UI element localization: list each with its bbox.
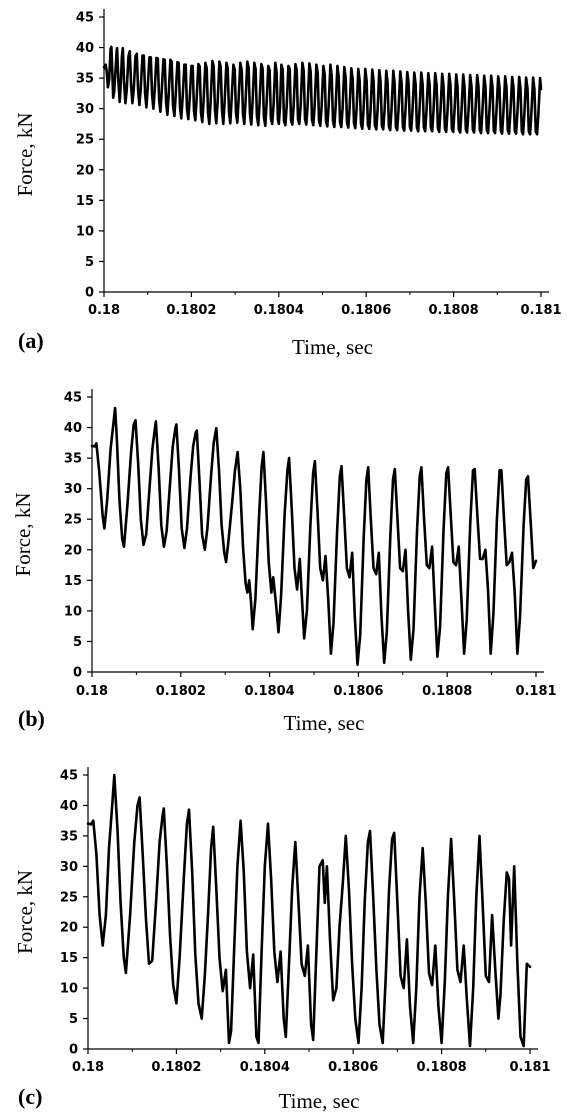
series-line-0 xyxy=(102,45,543,136)
panel-label: (a) xyxy=(18,328,44,353)
x-axis-title: Time, sec xyxy=(284,711,365,735)
y-tick-label: 15 xyxy=(60,951,78,966)
y-tick-label: 20 xyxy=(64,543,82,558)
x-tick-label: 0.1804 xyxy=(245,684,295,699)
series-line-0 xyxy=(86,773,532,1048)
x-tick-label: 0.18 xyxy=(88,303,120,318)
y-tick-label: 45 xyxy=(64,391,82,406)
x-tick-label: 0.1806 xyxy=(341,303,391,318)
y-tick-label: 35 xyxy=(76,72,94,87)
panel-label: (c) xyxy=(18,1084,42,1109)
x-tick-label: 0.1806 xyxy=(333,684,383,699)
x-tick-label: 0.1802 xyxy=(156,684,206,699)
y-tick-label: 45 xyxy=(60,769,78,784)
chart-panel-c: 0 5 10 15 20 25 30 35 40 45 0.18 0.1802 0.1804 0.1806… xyxy=(13,767,551,1113)
y-tick-label: 35 xyxy=(60,829,78,844)
x-tick-label: 0.181 xyxy=(509,1060,550,1075)
y-tick-label: 0 xyxy=(69,1043,78,1058)
y-tick-label: 30 xyxy=(76,102,94,117)
y-tick-label: 40 xyxy=(64,421,82,436)
y-tick-label: 5 xyxy=(85,255,94,270)
x-tick-label: 0.181 xyxy=(515,684,556,699)
y-tick-label: 35 xyxy=(64,452,82,467)
chart-panel-a: 0 5 10 15 20 25 30 35 40 45 0.18 0.1802 0.1804 0.1806… xyxy=(13,9,562,359)
y-tick-label: 10 xyxy=(76,224,94,239)
y-tick-label: 15 xyxy=(64,574,82,589)
x-tick-label: 0.181 xyxy=(520,303,561,318)
y-tick-label: 40 xyxy=(76,41,94,56)
y-axis-title: Force, kN xyxy=(13,870,37,954)
y-tick-label: 30 xyxy=(64,482,82,497)
x-tick-label: 0.1804 xyxy=(240,1060,290,1075)
x-tick-label: 0.1806 xyxy=(328,1060,378,1075)
y-tick-label: 0 xyxy=(73,666,82,681)
y-tick-label: 0 xyxy=(85,286,94,301)
y-axis-title: Force, kN xyxy=(11,493,35,577)
y-tick-label: 10 xyxy=(60,982,78,997)
x-tick-label: 0.1808 xyxy=(422,684,472,699)
y-tick-label: 5 xyxy=(69,1012,78,1027)
y-tick-label: 5 xyxy=(73,635,82,650)
chart-panel-b: 0 5 10 15 20 25 30 35 40 45 0.18 0.1802 0.1804 0.1806… xyxy=(11,389,557,735)
y-tick-label: 15 xyxy=(76,194,94,209)
x-tick-label: 0.18 xyxy=(72,1060,104,1075)
y-tick-label: 25 xyxy=(76,133,94,148)
panel-label: (b) xyxy=(18,706,45,731)
y-tick-label: 40 xyxy=(60,799,78,814)
x-tick-label: 0.1802 xyxy=(166,303,216,318)
y-axis-title: Force, kN xyxy=(13,113,37,197)
x-axis-title: Time, sec xyxy=(279,1089,360,1113)
x-tick-label: 0.1808 xyxy=(429,303,479,318)
x-tick-label: 0.1808 xyxy=(417,1060,467,1075)
y-tick-label: 20 xyxy=(76,163,94,178)
y-tick-label: 25 xyxy=(64,513,82,528)
y-tick-label: 25 xyxy=(60,890,78,905)
x-tick-label: 0.1802 xyxy=(151,1060,201,1075)
series-line-0 xyxy=(90,406,538,666)
y-tick-label: 10 xyxy=(64,604,82,619)
x-tick-label: 0.18 xyxy=(76,684,108,699)
x-tick-label: 0.1804 xyxy=(254,303,304,318)
y-tick-label: 30 xyxy=(60,860,78,875)
y-tick-label: 45 xyxy=(76,11,94,26)
x-axis-title: Time, sec xyxy=(292,335,373,359)
y-tick-label: 20 xyxy=(60,921,78,936)
